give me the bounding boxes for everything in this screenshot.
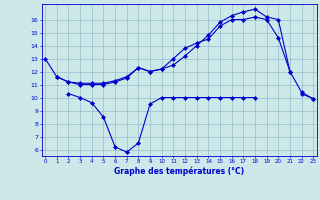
X-axis label: Graphe des températures (°C): Graphe des températures (°C) (114, 166, 244, 176)
